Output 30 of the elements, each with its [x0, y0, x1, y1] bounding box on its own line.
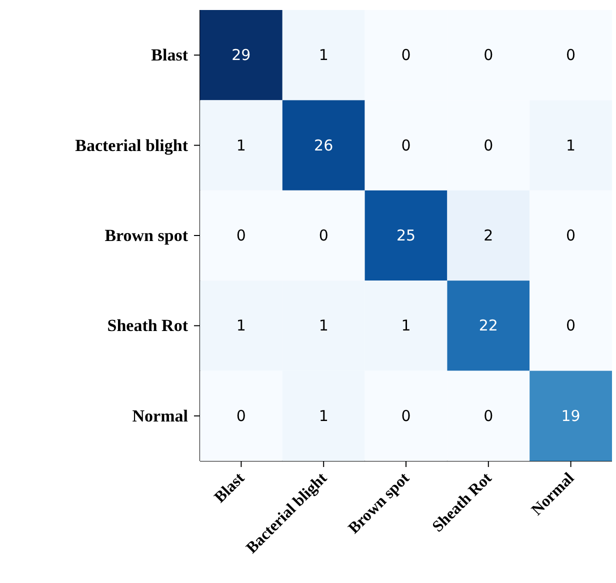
- data-label: 25: [396, 226, 416, 244]
- data-label: 0: [566, 316, 576, 335]
- data-label: 1: [318, 316, 328, 335]
- data-label: 0: [236, 406, 246, 425]
- y-tick-label: Normal: [132, 406, 188, 426]
- data-label: 1: [236, 136, 246, 154]
- data-label: 0: [401, 46, 411, 64]
- y-tick-label: Bacterial blight: [75, 136, 188, 155]
- data-label: 0: [484, 136, 494, 154]
- data-label: 2: [484, 226, 494, 244]
- data-label: 1: [236, 316, 246, 335]
- data-label: 0: [566, 226, 576, 244]
- data-label: 0: [484, 406, 494, 425]
- y-tick-label: Blast: [151, 46, 188, 65]
- data-label: 0: [236, 226, 246, 244]
- y-tick-label: Brown spot: [104, 226, 188, 245]
- data-label: 22: [478, 316, 498, 335]
- data-label: 0: [318, 226, 328, 244]
- data-label: 1: [401, 316, 411, 335]
- data-label: 19: [561, 406, 580, 425]
- data-label: 26: [314, 136, 334, 154]
- data-label: 1: [318, 406, 328, 425]
- data-label: 1: [318, 46, 328, 64]
- data-label: 29: [232, 46, 251, 64]
- data-label: 0: [484, 46, 494, 64]
- data-label: 0: [401, 406, 411, 425]
- data-label: 0: [401, 136, 411, 154]
- data-label: 1: [566, 136, 576, 154]
- y-tick-label: Sheath Rot: [107, 316, 188, 336]
- data-label: 0: [566, 46, 576, 64]
